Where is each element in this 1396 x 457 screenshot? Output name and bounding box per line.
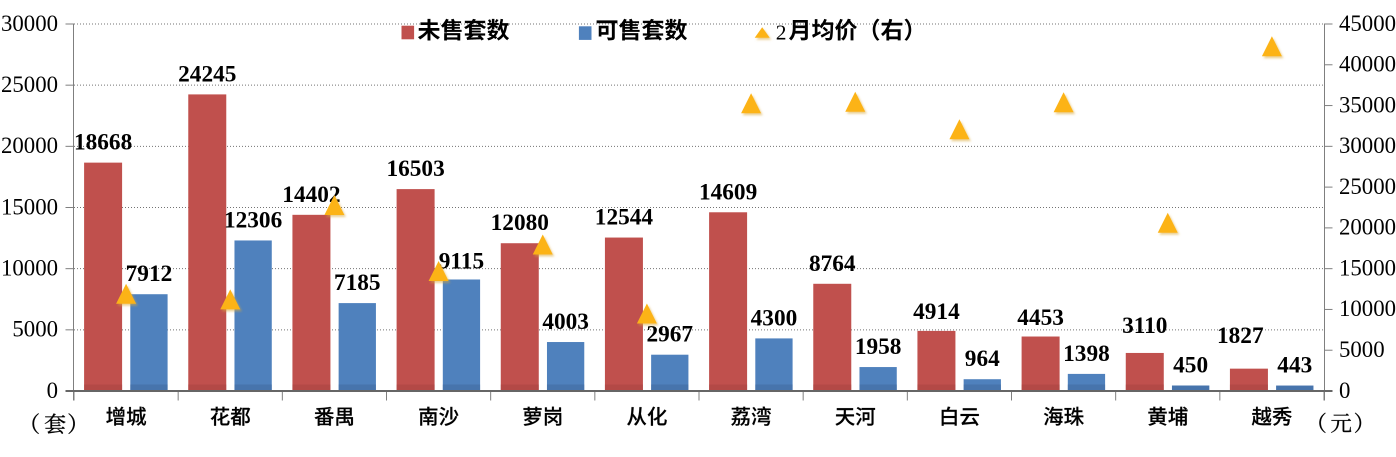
svg-text:10000: 10000 (1, 255, 58, 280)
svg-text:9115: 9115 (439, 248, 484, 274)
svg-text:2967: 2967 (646, 322, 693, 348)
svg-text:3110: 3110 (1122, 313, 1167, 339)
svg-text:40000: 40000 (1339, 52, 1396, 77)
svg-text:5000: 5000 (1339, 337, 1385, 362)
svg-text:12306: 12306 (224, 207, 282, 233)
svg-text:18668: 18668 (74, 130, 132, 156)
svg-text:0: 0 (47, 378, 58, 403)
svg-text:4003: 4003 (542, 309, 589, 335)
svg-text:12544: 12544 (595, 205, 654, 231)
svg-text:24245: 24245 (178, 61, 236, 87)
svg-text:7185: 7185 (334, 270, 381, 296)
svg-text:4914: 4914 (913, 299, 960, 325)
svg-text:30000: 30000 (1, 11, 58, 36)
svg-text:1958: 1958 (855, 334, 902, 360)
svg-text:443: 443 (1277, 353, 1312, 379)
svg-text:964: 964 (965, 346, 1000, 372)
svg-text:4300: 4300 (751, 305, 798, 331)
svg-text:450: 450 (1173, 353, 1208, 379)
svg-text:1398: 1398 (1063, 341, 1110, 367)
svg-text:1827: 1827 (1217, 323, 1264, 349)
svg-text:5000: 5000 (12, 317, 58, 342)
svg-text:16503: 16503 (386, 156, 444, 182)
svg-text:20000: 20000 (1, 133, 58, 158)
svg-text:10000: 10000 (1339, 296, 1396, 321)
svg-text:15000: 15000 (1, 194, 58, 219)
svg-text:14609: 14609 (699, 179, 757, 205)
svg-text:4453: 4453 (1017, 305, 1064, 331)
svg-text:25000: 25000 (1, 72, 58, 97)
svg-text:25000: 25000 (1339, 174, 1396, 199)
svg-text:35000: 35000 (1339, 92, 1396, 117)
svg-text:8764: 8764 (809, 251, 856, 277)
svg-text:7912: 7912 (126, 261, 173, 287)
svg-text:0: 0 (1339, 378, 1350, 403)
svg-text:15000: 15000 (1339, 255, 1396, 280)
svg-text:2: 2 (776, 21, 787, 45)
svg-text:45000: 45000 (1339, 11, 1396, 36)
svg-text:30000: 30000 (1339, 133, 1396, 158)
svg-text:20000: 20000 (1339, 215, 1396, 240)
svg-text:12080: 12080 (491, 210, 549, 236)
